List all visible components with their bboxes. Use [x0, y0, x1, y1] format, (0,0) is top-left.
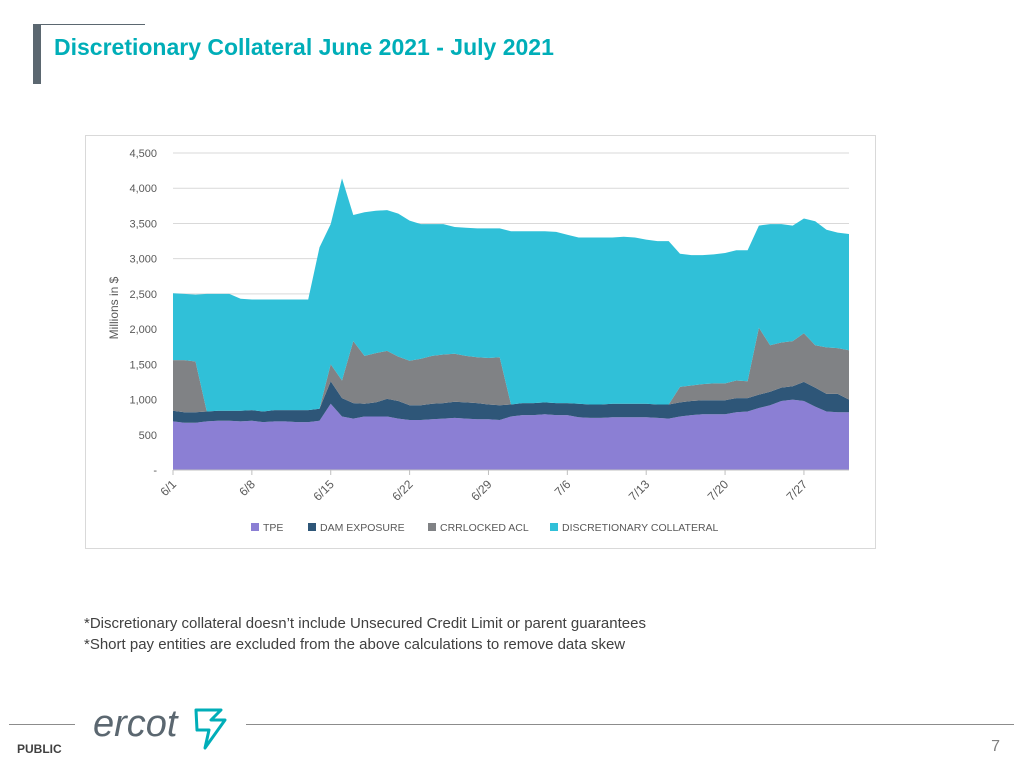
- legend-label: DAM EXPOSURE: [320, 522, 405, 534]
- x-tick-label: 6/8: [236, 477, 258, 499]
- area-crrlocked-acl: [173, 327, 849, 413]
- footer-divider-left: [9, 724, 75, 725]
- title-accent-rule: [41, 24, 145, 25]
- footnotes: *Discretionary collateral doesn’t includ…: [84, 613, 646, 655]
- footnote-1: *Discretionary collateral doesn’t includ…: [84, 615, 646, 632]
- x-axis: 6/1 6/8 6/15 6/22 6/29 7/6 7/13 7/20 7/27: [157, 469, 849, 504]
- footnote-2: *Short pay entities are excluded from th…: [84, 636, 626, 653]
- x-tick-label: 6/22: [389, 477, 416, 504]
- x-tick-label: 7/13: [626, 477, 653, 504]
- x-tick-label: 7/20: [705, 477, 732, 504]
- legend-swatch: [308, 523, 316, 531]
- legend-swatch: [251, 523, 259, 531]
- x-tick-label: 7/27: [784, 477, 811, 504]
- y-tick-label: -: [153, 465, 157, 477]
- footer-classification: PUBLIC: [17, 742, 62, 756]
- y-axis-label: Millions in $: [107, 276, 121, 339]
- y-tick-label: 4,500: [129, 148, 157, 160]
- title-accent-bar: [33, 24, 41, 84]
- legend-label: TPE: [263, 522, 283, 534]
- x-tick-label: 6/29: [468, 477, 495, 504]
- chart-areas: [173, 178, 849, 470]
- area-discretionary-collateral: [173, 178, 849, 412]
- y-tick-label: 3,000: [129, 254, 157, 266]
- y-axis: - 500 1,000 1,500 2,000 2,500 3,000 3,500 4,000 4…: [129, 148, 157, 477]
- area-dam-exposure: [173, 381, 849, 423]
- stacked-area-chart: - 500 1,000 1,500 2,000 2,500 3,000 3,500 4,000 4…: [107, 148, 849, 534]
- chart-frame: - 500 1,000 1,500 2,000 2,500 3,000 3,500 4,000 4…: [85, 135, 876, 549]
- page-number: 7: [991, 738, 1000, 755]
- legend-label: CRRLOCKED ACL: [440, 522, 529, 534]
- logo-wordmark: ercot: [93, 703, 179, 745]
- y-tick-label: 4,000: [129, 183, 157, 195]
- y-tick-label: 2,500: [129, 289, 157, 301]
- logo-bolt-icon: [194, 708, 227, 750]
- chart-legend: TPE DAM EXPOSURE CRRLOCKED ACL DISCRETIONAR…: [251, 522, 719, 534]
- footer-divider-right: [246, 724, 1014, 725]
- legend-swatch: [550, 523, 558, 531]
- y-tick-label: 1,000: [129, 395, 157, 407]
- y-tick-label: 2,000: [129, 324, 157, 336]
- x-tick-label: 7/6: [552, 477, 574, 499]
- ercot-logo: ercot: [93, 703, 227, 750]
- legend-swatch: [428, 523, 436, 531]
- x-tick-label: 6/15: [310, 477, 337, 504]
- slide-title: Discretionary Collateral June 2021 - Jul…: [54, 34, 554, 60]
- y-tick-label: 500: [139, 430, 157, 442]
- area-tpe: [173, 399, 849, 470]
- legend-label: DISCRETIONARY COLLATERAL: [562, 522, 719, 534]
- x-tick-label: 6/1: [157, 477, 179, 499]
- y-tick-label: 1,500: [129, 359, 157, 371]
- y-tick-label: 3,500: [129, 218, 157, 230]
